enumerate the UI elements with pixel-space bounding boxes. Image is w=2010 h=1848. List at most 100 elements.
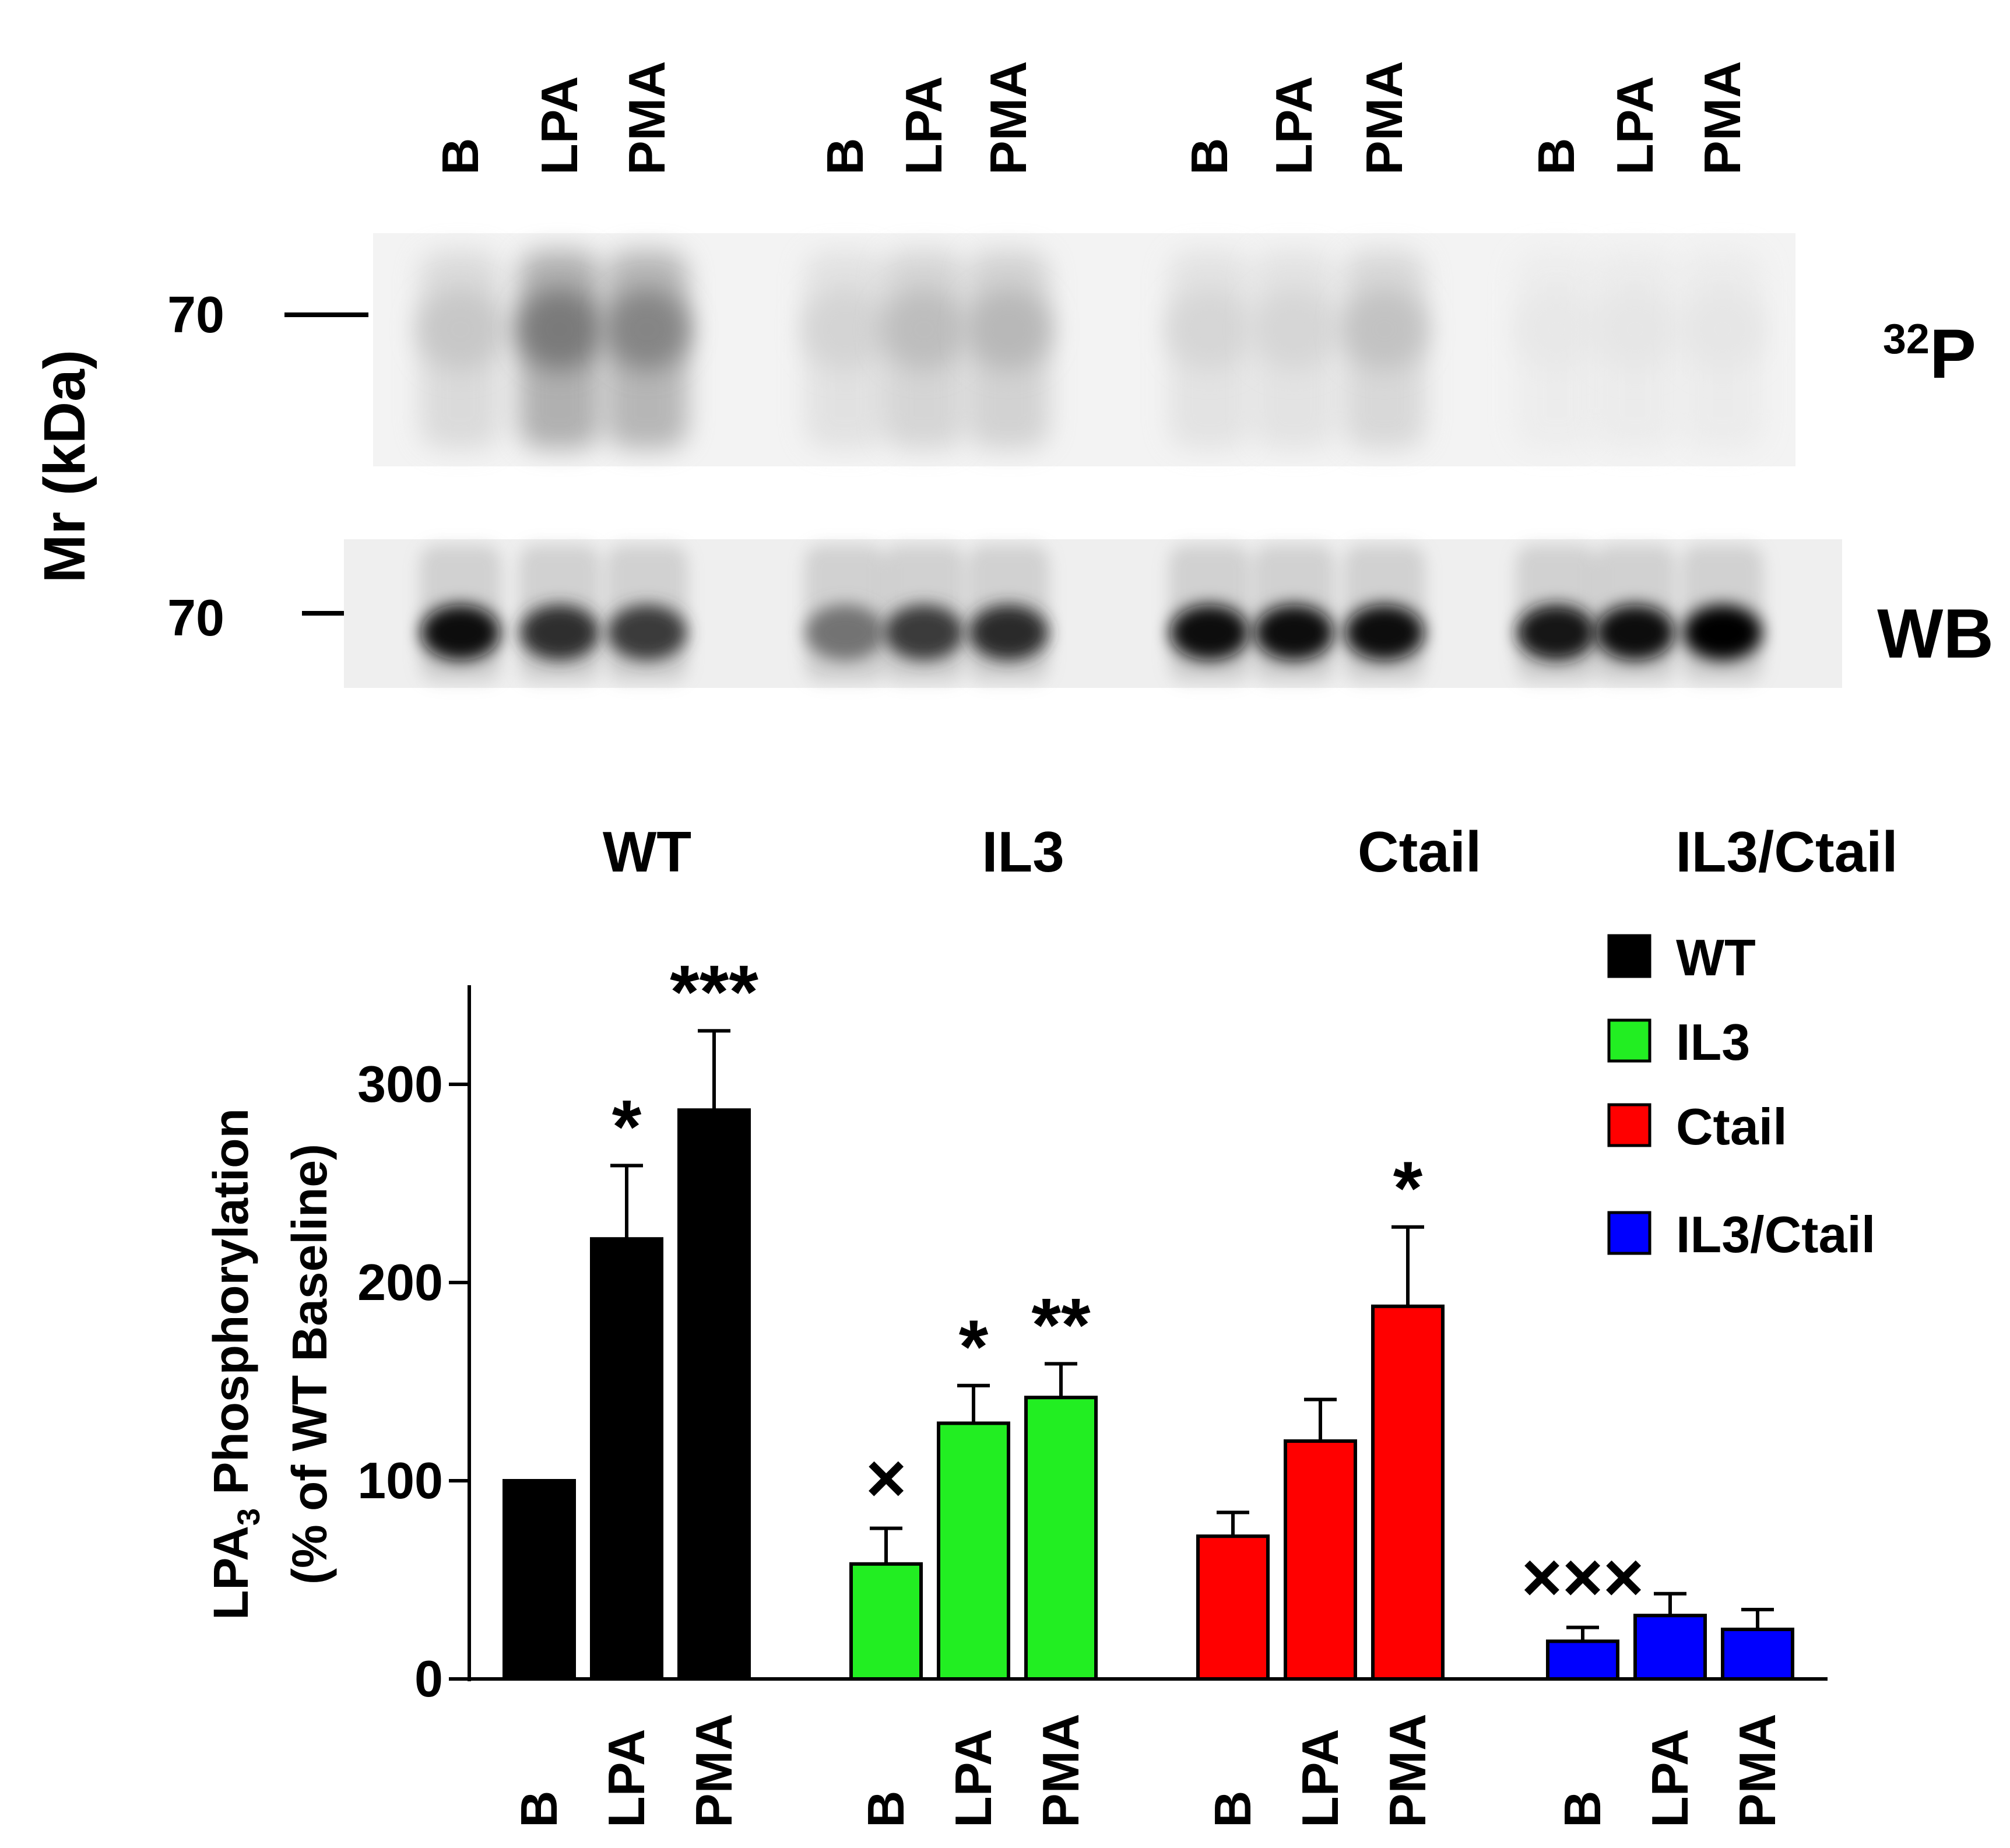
significance-star: * [612,1084,642,1169]
y-tick-label: 100 [357,1452,443,1509]
wb-band [1345,605,1424,660]
y-tick-label: 0 [414,1650,443,1708]
p32-band [419,289,502,370]
wb-band [520,605,599,660]
legend-swatch [1607,1211,1651,1255]
x-tick-label: LPA [598,1729,655,1828]
significance-cross: ××× [1521,1538,1644,1617]
top-lane-label: LPA [530,76,588,175]
p32-band [1593,289,1677,370]
mr-axis-label: Mr (kDa) [32,350,97,583]
wb-band [421,605,500,660]
legend-label: IL3/Ctail [1676,1206,1875,1263]
wb-band [884,605,964,660]
group-name: IL3/Ctail [1675,820,1897,884]
top-lane-label: B [816,138,874,175]
top-lane-label: PMA [618,61,676,175]
group-names: WT IL3 Ctail IL3/Ctail [603,820,1898,884]
wb-band [1170,605,1249,660]
p32-band [967,289,1050,370]
bar [1633,1614,1707,1681]
top-lane-label: B [1180,138,1238,175]
x-tick-label: LPA [1641,1729,1699,1828]
p32-band [1168,289,1252,370]
p32-band [1514,289,1598,370]
x-tick-label: LPA [944,1729,1002,1828]
y-tick-label: 200 [357,1253,443,1311]
wb-blot [344,539,1842,688]
wb-band [1596,605,1675,660]
wb-band [1255,605,1334,660]
bar [590,1237,663,1681]
legend-label: IL3 [1676,1013,1750,1071]
p32-band [1343,289,1426,370]
p32-band [1252,289,1336,370]
bar [1024,1396,1098,1681]
top-lane-label: LPA [895,76,953,175]
x-tick-label: PMA [1728,1713,1786,1828]
x-tick-label: PMA [1032,1713,1090,1828]
y-axis-title-sub: 3 [231,1508,266,1526]
top-lane-label: PMA [1355,61,1413,175]
top-lane-label: PMA [979,61,1037,175]
p32-blot [373,233,1795,466]
x-tick-label: B [1554,1790,1611,1828]
x-tick-labels: B LPA PMA B LPA PMA B LPA PMA B LPA PMA [510,1713,1786,1828]
x-tick-label: B [510,1790,568,1828]
x-tick-label: B [1204,1790,1261,1828]
label-wb: WB [1877,595,1994,673]
top-lane-label: B [1527,138,1585,175]
x-tick-label: B [857,1790,915,1828]
y-axis: 0 100 200 300 [357,985,471,1708]
significance-cross: × [866,1439,906,1517]
wb-band [1683,605,1762,660]
bar [1196,1534,1270,1681]
top-lane-labels: B LPA PMA B LPA PMA B LPA PMA B LPA PMA [431,61,1751,175]
x-tick-label: PMA [685,1713,743,1828]
wb-band [1517,605,1596,660]
top-lane-label: PMA [1693,61,1751,175]
bars: ****×* ***××× [502,949,1794,1681]
marker-70-bottom: 70 [167,589,224,647]
y-axis-title-lpa: LPA [203,1526,258,1620]
bar [1721,1628,1794,1681]
bar [937,1421,1010,1681]
blot-panel: Mr (kDa) 70 70 32P WB B LPA PMA B LPA PMA B LPA… [32,61,1994,688]
top-lane-label: B [431,138,489,175]
wb-band [806,605,885,660]
bar [849,1562,923,1681]
p32-band [605,289,689,370]
significance-star: * [1393,1146,1423,1231]
bar [1546,1639,1619,1681]
label-32p: 32P [1883,315,1976,393]
y-tick-label: 300 [357,1055,443,1113]
p32-band [803,289,887,370]
x-tick-label: LPA [1291,1729,1349,1828]
bar [677,1108,751,1681]
group-name: Ctail [1358,820,1481,884]
marker-70-top: 70 [167,286,224,343]
group-name: IL3 [982,820,1064,884]
p32-band [882,289,966,370]
legend-label: Ctail [1676,1098,1787,1155]
bar [1371,1304,1445,1681]
significance-star: ** [1031,1282,1091,1367]
top-lane-label: LPA [1606,76,1664,175]
bar-chart: LPA3 Phosphorylation (% of WT Baseline) … [203,929,1875,1828]
label-32p-text: P [1930,315,1976,393]
bar [502,1479,576,1681]
p32-band [1681,289,1765,370]
top-lane-label: LPA [1265,76,1323,175]
x-tick-label: PMA [1379,1713,1436,1828]
group-name: WT [603,820,691,884]
wb-band [607,605,687,660]
legend-swatch [1607,1018,1651,1063]
significance-star: *** [670,949,758,1034]
significance-star: * [959,1304,989,1389]
legend: WT IL3 Ctail IL3/Ctail [1607,929,1875,1263]
legend-label: WT [1676,929,1756,986]
bar [1284,1439,1357,1681]
y-axis-title-line2: (% of WT Baseline) [282,1144,337,1584]
y-axis-title-rest: Phosphorylation [203,1108,258,1508]
